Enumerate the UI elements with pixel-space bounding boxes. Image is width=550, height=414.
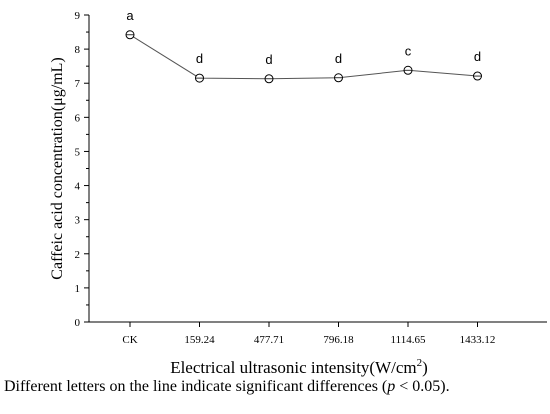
footnote: Different letters on the line indicate s… [4, 378, 550, 396]
y-tick-label: 3 [75, 215, 81, 227]
y-tick-label: 5 [75, 146, 81, 158]
x-tick-label: 159.24 [184, 334, 215, 346]
y-tick-label: 2 [75, 249, 81, 261]
y-tick-label: 1 [75, 283, 81, 295]
x-tick-label: CK [122, 334, 137, 346]
x-axis-label-main: Electrical ultrasonic intensity(W/cm [170, 358, 416, 377]
x-tick-label: 1433.12 [460, 334, 496, 346]
y-tick-labels: 0 1 2 3 4 5 6 7 8 9 [75, 10, 81, 329]
x-tick-labels: CK 159.24 477.71 796.18 1114.65 1433.12 [122, 334, 495, 346]
significance-letter: d [196, 51, 203, 66]
x-tick-label: 1114.65 [391, 334, 426, 346]
series-line [129, 34, 478, 80]
significance-letter: c [405, 43, 412, 58]
footnote-text-after: < 0.05). [395, 378, 450, 395]
chart: 0 1 2 3 4 5 6 7 8 9 CK 159.24 477.71 796.18 1114.65 14… [49, 8, 547, 377]
x-axis-label-superscript: 2 [417, 357, 423, 369]
x-axis-label-suffix: ) [422, 358, 428, 377]
x-axis-label: Electrical ultrasonic intensity(W/cm2) [170, 357, 428, 377]
significance-letter: a [126, 8, 134, 23]
y-tick-label: 4 [75, 181, 81, 193]
significance-letters: a d d d c d [126, 8, 481, 67]
y-axis-label: Caffeic acid concentration(μg/mL) [49, 57, 66, 279]
series [125, 30, 482, 84]
y-tick-label: 8 [75, 44, 81, 56]
y-tick-label: 7 [75, 78, 81, 90]
y-tick-label: 0 [75, 317, 81, 329]
y-tick-label: 9 [75, 10, 81, 22]
footnote-text-before: Different letters on the line indicate s… [4, 378, 388, 395]
x-tick-label: 477.71 [254, 334, 284, 346]
footnote-p-symbol: p [387, 378, 396, 395]
y-tick-label: 6 [75, 112, 81, 124]
significance-letter: d [335, 51, 342, 66]
significance-letter: d [474, 49, 481, 64]
tick-marks [84, 14, 478, 327]
significance-letter: d [265, 52, 272, 67]
x-tick-label: 796.18 [323, 334, 354, 346]
